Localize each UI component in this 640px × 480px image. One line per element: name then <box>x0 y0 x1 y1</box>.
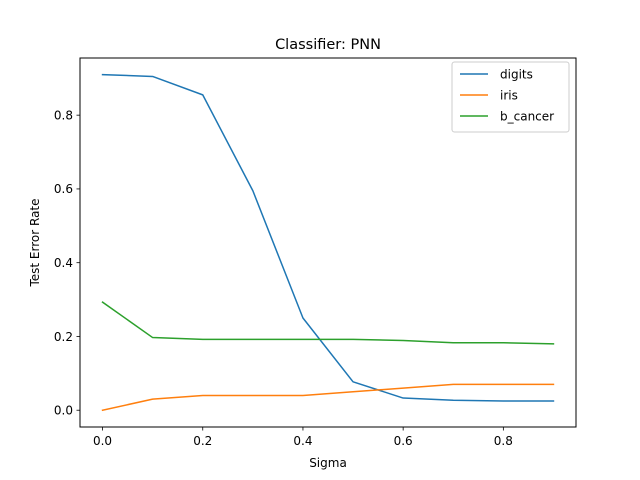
legend-label-b_cancer: b_cancer <box>500 109 554 123</box>
x-tick-label: 0.0 <box>93 434 112 448</box>
y-tick-label: 0.4 <box>54 256 73 270</box>
legend-box <box>451 61 570 133</box>
chart-title: Classifier: PNN <box>275 37 381 53</box>
series-line-b_cancer <box>101 301 555 345</box>
legend: digits iris b_cancer <box>451 61 570 133</box>
series-line-digits <box>101 73 555 402</box>
x-axis: 0.0 0.2 0.4 0.6 0.8 <box>93 427 513 448</box>
legend-label-digits: digits <box>500 67 533 81</box>
x-tick-label: 0.8 <box>494 434 513 448</box>
y-tick-label: 0.2 <box>54 330 73 344</box>
plot-frame <box>79 57 577 428</box>
x-tick-label: 0.4 <box>293 434 312 448</box>
y-tick-label: 0.8 <box>54 108 73 122</box>
x-tick-label: 0.6 <box>394 434 413 448</box>
y-axis: 0.0 0.2 0.4 0.6 0.8 <box>54 108 80 418</box>
legend-label-iris: iris <box>500 88 518 102</box>
plot-area <box>101 73 555 412</box>
x-tick-label: 0.2 <box>193 434 212 448</box>
y-tick-label: 0.0 <box>54 404 73 418</box>
series-line-iris <box>101 383 555 412</box>
x-axis-title: Sigma <box>309 456 347 470</box>
y-axis-title: Test Error Rate <box>28 198 42 287</box>
y-tick-label: 0.6 <box>54 182 73 196</box>
